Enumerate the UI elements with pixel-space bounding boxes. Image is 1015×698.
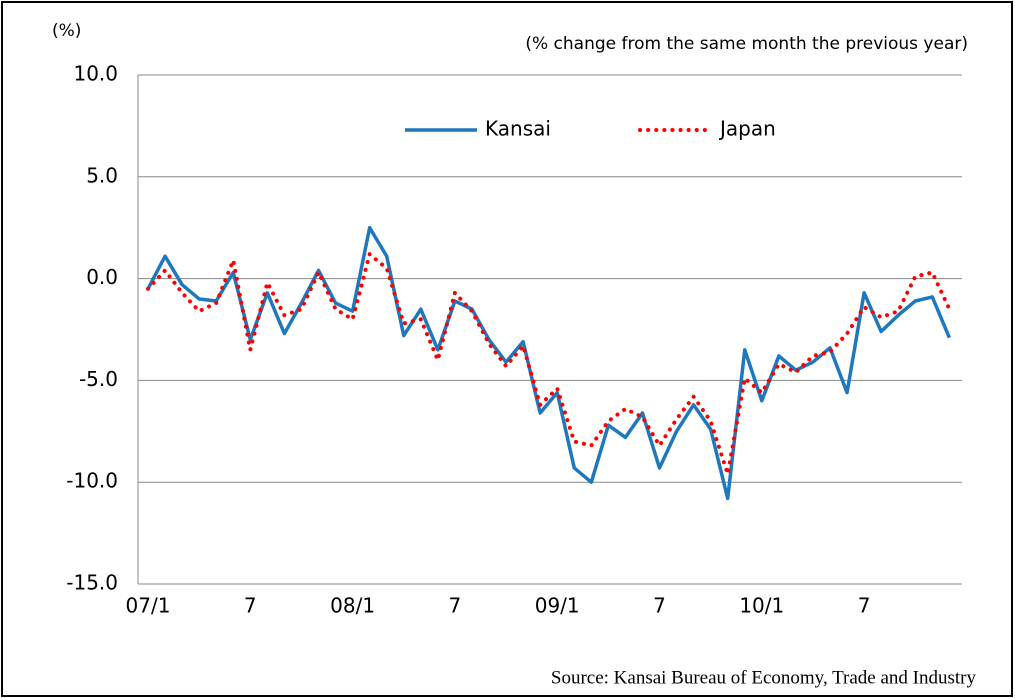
y-tick-label: 10.0 (73, 62, 118, 86)
y-tick-label: 0.0 (86, 265, 118, 289)
x-tick-label: 07/1 (126, 594, 171, 618)
legend-label: Japan (718, 117, 776, 141)
series-line (146, 252, 952, 477)
y-tick-label: 5.0 (86, 163, 118, 187)
x-tick-label: 7 (244, 594, 257, 618)
y-tick-label: -15.0 (66, 571, 118, 595)
y-tick-label: -5.0 (79, 367, 118, 391)
x-tick-label: 10/1 (739, 594, 784, 618)
source: Source: Kansai Bureau of Economy, Trade … (551, 667, 977, 688)
x-tick-label: 7 (449, 594, 462, 618)
legend-label: Kansai (485, 117, 551, 141)
y-axis-label: (%) (52, 21, 81, 41)
series-line (146, 225, 951, 501)
x-tick-label: 7 (653, 594, 666, 618)
y-tick-label: -10.0 (66, 469, 118, 493)
x-tick-label: 08/1 (330, 594, 375, 618)
subtitle: (% change from the same month the previo… (525, 34, 968, 54)
x-tick-label: 7 (858, 594, 871, 618)
x-tick-label: 09/1 (535, 594, 580, 618)
